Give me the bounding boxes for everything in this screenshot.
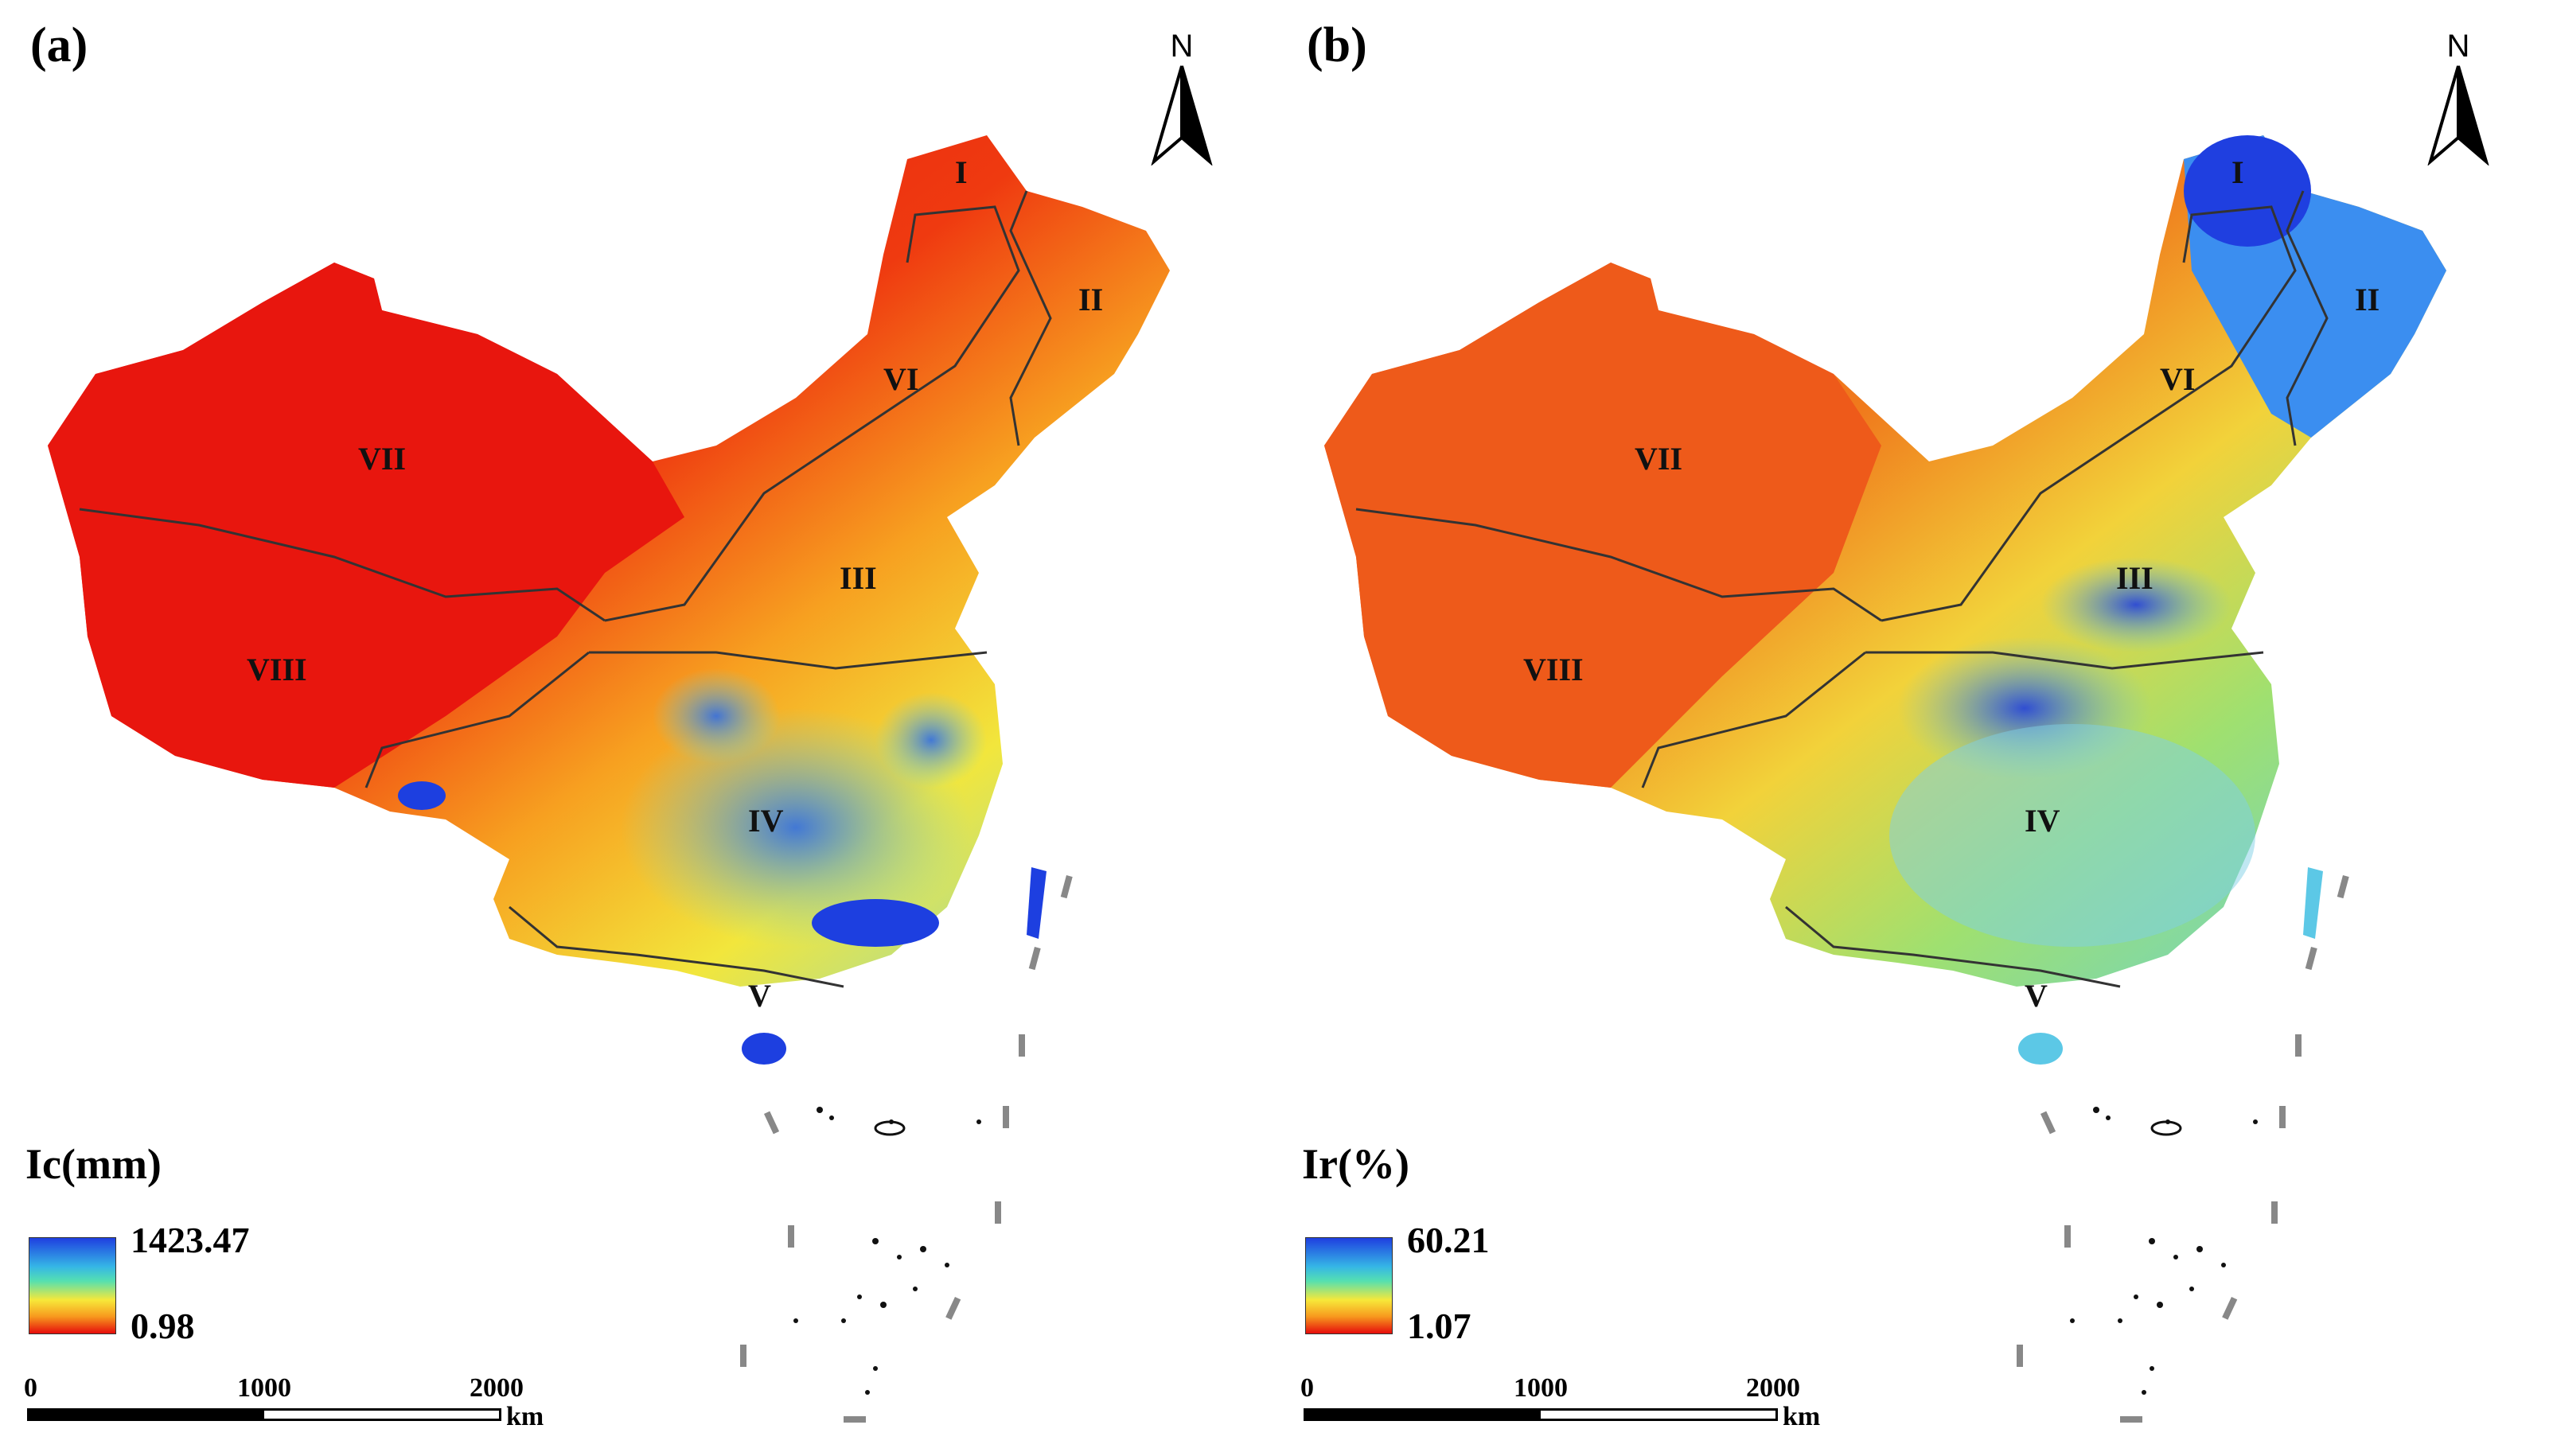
- legend-color-ramp: [1305, 1237, 1393, 1334]
- wet-patch: [1889, 724, 2255, 947]
- taiwan: [1027, 867, 1047, 939]
- region-boundaries: [79, 190, 1052, 988]
- arid-west: [1324, 263, 1881, 788]
- region-label-VII: VII: [358, 441, 406, 477]
- scale-tick-2000: 2000: [1746, 1373, 1800, 1403]
- panel-label: (a): [30, 18, 88, 72]
- region-label-III: III: [840, 560, 877, 596]
- legend-min: 1.07: [1407, 1306, 1471, 1346]
- legend-title: Ic(mm): [25, 1140, 162, 1188]
- scale-bar: [1304, 1408, 1778, 1421]
- legend-min: 0.98: [131, 1306, 195, 1346]
- north-arrow-icon: N: [2422, 30, 2494, 173]
- south-china-sea-islands: [2017, 874, 2349, 1423]
- south-china-sea-islands: [740, 874, 1073, 1423]
- region-label-VI: VI: [883, 361, 918, 397]
- scale-unit: km: [506, 1402, 544, 1431]
- scale-unit: km: [1783, 1402, 1821, 1431]
- scale-tick-0: 0: [1300, 1373, 1314, 1403]
- china-map-ir: I II III IV V VI VII VIII: [1324, 135, 2446, 1423]
- scale-tick-1000: 1000: [1514, 1373, 1568, 1403]
- north-arrow-icon-shape: [2427, 65, 2489, 166]
- china-map-ic: I II III IV V VI VII VIII: [48, 135, 1170, 1423]
- panel-b: (b): [1276, 0, 2553, 1456]
- wet-patch: [398, 781, 446, 810]
- scale-tick-2000: 2000: [470, 1373, 524, 1403]
- region-label-VII: VII: [1635, 441, 1682, 477]
- legend-max: 60.21: [1407, 1220, 1490, 1260]
- north-arrow-icon-shape: [1151, 65, 1213, 166]
- legend-title: Ir(%): [1302, 1140, 1409, 1188]
- wet-patch: [2184, 135, 2311, 247]
- region-label-VIII: VIII: [247, 652, 307, 687]
- wet-patch: [875, 692, 987, 788]
- hainan: [2018, 1033, 2063, 1065]
- panel-label: (b): [1307, 18, 1367, 72]
- wet-patch: [812, 899, 939, 947]
- region-label-V: V: [748, 978, 771, 1014]
- scale-tick-0: 0: [24, 1373, 37, 1403]
- wet-patch: [2040, 557, 2231, 652]
- region-label-IV: IV: [748, 803, 784, 839]
- scale-tick-1000: 1000: [237, 1373, 291, 1403]
- panel-a: (a): [0, 0, 1276, 1456]
- region-label-I: I: [955, 154, 968, 190]
- wet-patch: [653, 668, 780, 764]
- region-label-III: III: [2116, 560, 2153, 596]
- region-label-I: I: [2231, 154, 2244, 190]
- legend-max: 1423.47: [131, 1220, 250, 1260]
- region-label-VI: VI: [2160, 361, 2195, 397]
- arid-west: [48, 263, 684, 788]
- north-label: N: [1170, 29, 1194, 64]
- north-arrow-icon: N: [1146, 30, 1218, 173]
- region-label-V: V: [2025, 978, 2048, 1014]
- region-label-VIII: VIII: [1523, 652, 1584, 687]
- hainan: [742, 1033, 786, 1065]
- north-label: N: [2446, 29, 2470, 64]
- taiwan: [2303, 867, 2323, 939]
- region-label-IV: IV: [2025, 803, 2060, 839]
- region-label-II: II: [1078, 282, 1103, 317]
- region-boundaries: [1355, 190, 2329, 988]
- legend-color-ramp: [29, 1237, 116, 1334]
- region-label-II: II: [2355, 282, 2380, 317]
- wet-patch: [621, 708, 971, 947]
- scale-bar: [27, 1408, 501, 1421]
